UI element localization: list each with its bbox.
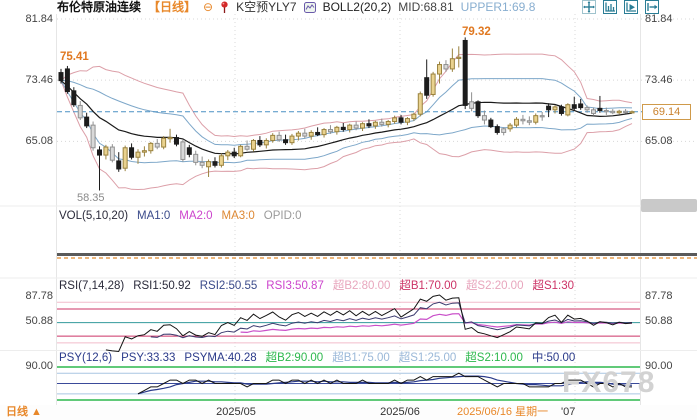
psy-overbought2: 超B2:90.00 (265, 352, 324, 364)
psy-ytick-right: 90.00 (645, 360, 673, 372)
axis-scale-icon[interactable] (603, 0, 617, 14)
period-tag: 【日线】 (148, 0, 197, 14)
watermark: FX678 (562, 366, 656, 399)
swing-high-label: 75.41 (60, 51, 89, 63)
rsi-overbought1: 超B1:70.00 (399, 280, 457, 292)
psy-title: PSY(12,6) (59, 352, 113, 364)
rsi-ytick-left-top: 87.78 (25, 290, 53, 302)
psy-mid-level: 中:50.00 (531, 352, 576, 364)
axis-play-icon[interactable] (624, 0, 638, 14)
main-ytick-left-mid: 73.46 (25, 74, 53, 86)
boll-upper-value: UPPER1:69.8 (460, 0, 536, 14)
xtick-2025-05: 2025/05 (216, 406, 256, 418)
vol-ma1: MA1:0 (137, 210, 171, 222)
crosshair-move-icon[interactable] (582, 0, 596, 14)
psyma-value: PSYMA:40.28 (184, 352, 257, 364)
jump-latest-icon[interactable] (645, 0, 659, 14)
swing-low-label: 58.35 (77, 192, 105, 204)
main-ytick-left-low: 65.08 (25, 135, 53, 147)
psy-oversold2: 超S2:10.00 (465, 352, 523, 364)
main-ytick-right-mid: 73.46 (645, 74, 673, 86)
main-ytick-right-top: 81.84 (645, 13, 673, 25)
rsi-oversold2: 超S2:20.00 (465, 280, 524, 292)
symbol-name: 布伦特原油连续 (57, 0, 142, 14)
main-ytick-right-low: 65.08 (645, 135, 673, 147)
rsi3-value: RSI3:50.87 (266, 280, 324, 292)
chart-header: 布伦特原油连续 【日线】 ⊖ K空预YLY7 BOLL2(20,2) MID:6… (57, 0, 697, 14)
rsi-panel-header: RSI(7,14,28) RSI1:50.92 RSI2:50.55 RSI3:… (59, 280, 574, 293)
time-axis-bar: 日线 ▲ 2025/05 2025/06 2025/06/16 星期一 '07 (0, 405, 697, 420)
psy-overbought1: 超B1:75.00 (332, 352, 390, 364)
pin-icon[interactable] (220, 1, 229, 14)
main-ytick-left-top: 81.84 (25, 13, 53, 25)
last-price-badge: 69.14 (642, 104, 691, 120)
rsi-title: RSI(7,14,28) (59, 280, 125, 292)
rsi-ytick-right-top: 87.78 (645, 290, 673, 302)
boll-title: BOLL2(20,2) (322, 0, 392, 14)
rsi-ytick-right-mid: 50.88 (645, 315, 673, 327)
xtick-selected-date: 2025/06/16 星期一 (457, 406, 549, 418)
vol-opid: OPID:0 (263, 210, 302, 222)
vol-title: VOL(5,10,20) (59, 210, 129, 222)
rsi-ytick-left-mid: 50.88 (25, 315, 53, 327)
peak-high-label: 79.32 (462, 26, 491, 38)
boll-chart-icon[interactable] (303, 1, 316, 13)
rsi-overbought2: 超B2:80.00 (332, 280, 391, 292)
rsi1-value: RSI1:50.92 (133, 280, 191, 292)
collapse-icon[interactable]: ⊖ (203, 0, 214, 14)
xtick-2025-07: '07 (561, 406, 576, 418)
xtick-2025-06: 2025/06 (380, 406, 420, 418)
vol-ma3: MA3:0 (221, 210, 255, 222)
psy-oversold1: 超S1:25.00 (398, 352, 457, 364)
vol-axis-badge (641, 199, 697, 212)
vol-panel-header: VOL(5,10,20) MA1:0 MA2:0 MA3:0 OPID:0 (59, 210, 302, 223)
vol-ma2: MA2:0 (179, 210, 213, 222)
psy-value: PSY:33.33 (121, 352, 176, 364)
period-selector[interactable]: 日线 ▲ (6, 406, 42, 418)
psy-ytick-left: 90.00 (25, 360, 53, 372)
rsi2-value: RSI2:50.55 (199, 280, 258, 292)
rsi-oversold1: 超S1:30 (532, 280, 575, 292)
boll-mid-value: MID:68.81 (398, 0, 454, 14)
study-label: K空预YLY7 (236, 0, 297, 14)
psy-panel-header: PSY(12,6) PSY:33.33 PSYMA:40.28 超B2:90.0… (59, 352, 575, 365)
